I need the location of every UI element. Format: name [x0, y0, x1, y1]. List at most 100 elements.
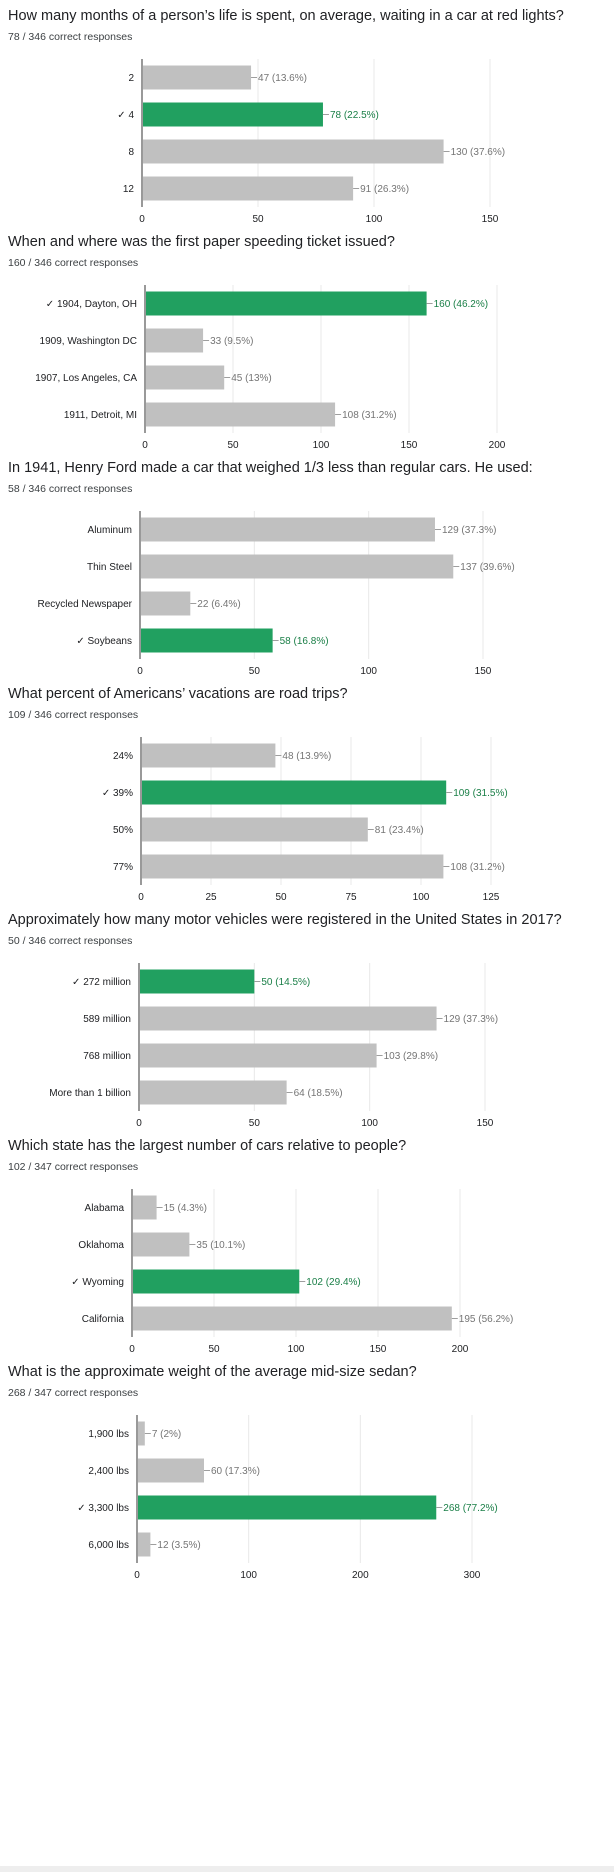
category-label: 1911, Detroit, MI [64, 410, 137, 421]
results-bar-chart: 0 25 50 75 100 125 24% 48 (13.9%) ✓ 39% 109 (31.5… [102, 737, 508, 903]
bar-correct [133, 1269, 300, 1294]
question-title: What is the approximate weight of the av… [8, 1364, 417, 1380]
bar-correct [142, 780, 447, 805]
x-tick-label: 0 [134, 1570, 140, 1581]
x-tick-label: 0 [136, 1118, 142, 1129]
category-label: Aluminum [88, 525, 132, 536]
x-tick-label: 50 [208, 1344, 220, 1355]
category-label: 50% [113, 825, 133, 836]
x-tick-label: 0 [142, 440, 148, 451]
bar [146, 328, 204, 353]
bar [140, 1080, 287, 1105]
page-footer-bar [0, 1866, 614, 1872]
x-tick-label: 50 [249, 1118, 261, 1129]
data-label: 91 (26.3%) [360, 184, 409, 195]
category-label: 1907, Los Angeles, CA [35, 373, 137, 384]
results-bar-chart: 0 50 100 150 200 Alabama 15 (4.3%) Oklahoma 35 (… [71, 1189, 513, 1355]
data-label: 137 (39.6%) [460, 562, 514, 573]
category-label: Alabama [85, 1203, 125, 1214]
bar [141, 517, 435, 542]
results-bar-chart: 0 50 100 150 2 47 (13.6%) ✓ 4 78 (22.5%) 8 130 (3… [117, 59, 505, 225]
data-label: 108 (31.2%) [450, 862, 504, 873]
category-label: 768 million [83, 1051, 131, 1062]
x-tick-label: 50 [227, 440, 239, 451]
bar-correct [140, 969, 255, 994]
bar [133, 1195, 157, 1220]
data-label: 130 (37.6%) [451, 147, 505, 158]
category-label: 2 [128, 73, 134, 84]
x-tick-label: 75 [345, 892, 357, 903]
category-label: 12 [123, 184, 135, 195]
x-tick-label: 100 [361, 1118, 378, 1129]
category-label: 77% [113, 862, 133, 873]
x-tick-label: 125 [483, 892, 500, 903]
data-label: 78 (22.5%) [330, 110, 379, 121]
category-label: 24% [113, 751, 133, 762]
bar [146, 365, 225, 390]
data-label: 129 (37.3%) [444, 1014, 498, 1025]
x-tick-label: 50 [249, 666, 261, 677]
category-label: 2,400 lbs [88, 1466, 129, 1477]
question-title: Which state has the largest number of ca… [8, 1138, 407, 1154]
correct-responses-count: 102 / 347 correct responses [8, 1161, 139, 1173]
category-label: Thin Steel [87, 562, 132, 573]
data-label: 108 (31.2%) [342, 410, 396, 421]
data-label: 50 (14.5%) [261, 977, 310, 988]
data-label: 58 (16.8%) [280, 636, 329, 647]
x-tick-label: 150 [475, 666, 492, 677]
category-label: 8 [128, 147, 134, 158]
x-tick-label: 150 [401, 440, 418, 451]
category-label: ✓ Soybeans [76, 636, 132, 647]
x-tick-label: 100 [313, 440, 330, 451]
category-label: ✓ Wyoming [71, 1277, 124, 1288]
category-label: 6,000 lbs [88, 1540, 129, 1551]
x-tick-label: 0 [138, 892, 144, 903]
correct-responses-count: 50 / 346 correct responses [8, 935, 133, 947]
bar [140, 1043, 377, 1068]
data-label: 35 (10.1%) [196, 1240, 245, 1251]
x-tick-label: 100 [360, 666, 377, 677]
bar-correct [138, 1495, 437, 1520]
data-label: 81 (23.4%) [375, 825, 424, 836]
data-label: 48 (13.9%) [282, 751, 331, 762]
bar [142, 817, 368, 842]
data-label: 195 (56.2%) [459, 1314, 513, 1325]
question-title: How many months of a person’s life is sp… [8, 8, 564, 24]
question-title: When and where was the first paper speed… [8, 234, 395, 250]
correct-responses-count: 78 / 346 correct responses [8, 31, 133, 43]
data-label: 45 (13%) [231, 373, 272, 384]
x-tick-label: 0 [137, 666, 143, 677]
category-label: ✓ 39% [102, 788, 133, 799]
x-tick-label: 150 [482, 214, 499, 225]
data-label: 109 (31.5%) [453, 788, 507, 799]
bar [133, 1232, 190, 1257]
data-label: 129 (37.3%) [442, 525, 496, 536]
bar-correct [143, 102, 323, 127]
data-label: 7 (2%) [152, 1429, 181, 1440]
bar [142, 743, 276, 768]
category-label: Recycled Newspaper [38, 599, 133, 610]
correct-responses-count: 268 / 347 correct responses [8, 1387, 139, 1399]
x-tick-label: 100 [240, 1570, 257, 1581]
data-label: 22 (6.4%) [197, 599, 240, 610]
correct-responses-count: 58 / 346 correct responses [8, 483, 133, 495]
results-bar-chart: 0 50 100 150 ✓ 272 million 50 (14.5%) 589 mill… [49, 963, 498, 1129]
question-title: What percent of Americans’ vacations are… [8, 686, 348, 702]
x-tick-label: 150 [477, 1118, 494, 1129]
data-label: 268 (77.2%) [443, 1503, 497, 1514]
bar [133, 1306, 452, 1331]
x-tick-label: 50 [252, 214, 264, 225]
bar [143, 65, 252, 90]
x-tick-label: 25 [205, 892, 217, 903]
category-label: 1909, Washington DC [40, 336, 137, 347]
bar [142, 854, 444, 879]
correct-responses-count: 160 / 346 correct responses [8, 257, 139, 269]
x-tick-label: 200 [489, 440, 506, 451]
x-tick-label: 0 [139, 214, 145, 225]
x-tick-label: 200 [452, 1344, 469, 1355]
data-label: 47 (13.6%) [258, 73, 307, 84]
category-label: ✓ 4 [117, 110, 134, 121]
bar [143, 139, 444, 164]
category-label: More than 1 billion [49, 1088, 131, 1099]
results-bar-chart: 0 50 100 150 Aluminum 129 (37.3%) Thin Steel 13… [38, 511, 515, 677]
